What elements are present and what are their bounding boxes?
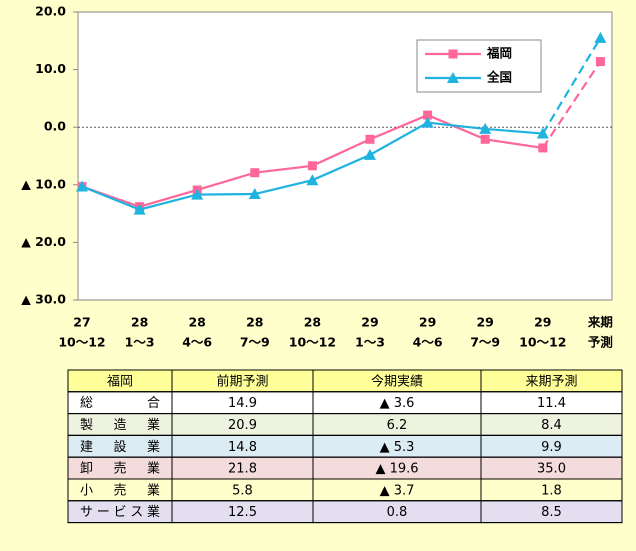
- table-text: 福岡: [107, 374, 133, 389]
- row-label: 建設業: [80, 439, 160, 455]
- x-tick-label: 29: [534, 315, 551, 330]
- table-text: 21.8: [228, 462, 257, 477]
- table-text: 来期予測: [525, 374, 577, 389]
- table-text: 1.8: [541, 483, 562, 498]
- legend-box: [416, 39, 542, 93]
- row-label: サービス業: [80, 504, 160, 520]
- series-marker: [595, 57, 605, 67]
- series-marker: [76, 180, 88, 192]
- table-text: ▲ 5.3: [380, 440, 415, 455]
- row-label: 小売業: [80, 482, 160, 498]
- x-tick-label: 28: [131, 315, 148, 330]
- x-tick-label: 28: [304, 315, 321, 330]
- table-text: 今期実績: [371, 373, 423, 389]
- legend-label: 福岡: [486, 46, 512, 61]
- table-text: 前期予測: [216, 373, 268, 389]
- series-marker: [594, 31, 607, 43]
- series-marker: [307, 161, 317, 171]
- x-tick-label: 4〜6: [182, 335, 212, 350]
- table-text: 20.9: [228, 418, 257, 433]
- series-marker: [191, 188, 204, 200]
- y-tick-label: ▲ 30.0: [21, 292, 66, 307]
- table-text: ▲ 3.7: [380, 483, 415, 498]
- x-tick-label: 10〜12: [58, 335, 105, 350]
- x-tick-label: 予測: [588, 335, 613, 350]
- y-tick-label: 20.0: [35, 4, 66, 19]
- series-line: [541, 37, 602, 135]
- x-tick-label: 7〜9: [470, 335, 500, 350]
- series-marker: [536, 127, 549, 139]
- y-tick-label: ▲ 10.0: [21, 176, 66, 191]
- series-marker: [423, 110, 433, 120]
- series-marker: [306, 174, 319, 186]
- table-text: 14.9: [228, 396, 257, 411]
- y-tick-label: 0.0: [44, 119, 66, 134]
- table-text: 8.4: [541, 418, 562, 433]
- legend-marker: [447, 72, 459, 83]
- table-text: 35.0: [537, 462, 566, 477]
- series-marker: [365, 134, 375, 144]
- y-tick-label: ▲ 20.0: [21, 234, 66, 249]
- x-tick-label: 1〜3: [355, 335, 385, 350]
- series-marker: [133, 203, 146, 215]
- table-text: 0.8: [387, 505, 408, 520]
- table-text: 14.8: [228, 440, 257, 455]
- x-tick-label: 29: [476, 315, 493, 330]
- table-text: 5.8: [232, 483, 253, 498]
- x-tick-label: 27: [73, 315, 90, 330]
- table-text: 11.4: [537, 396, 566, 411]
- row-label: 製造業: [80, 417, 160, 433]
- x-tick-label: 1〜3: [125, 335, 155, 350]
- table-text: 12.5: [228, 505, 257, 520]
- table-text: 9.9: [541, 440, 562, 455]
- x-tick-label: 4〜6: [413, 335, 443, 350]
- series-marker: [421, 116, 434, 128]
- x-tick-label: 10〜12: [519, 335, 566, 350]
- series-marker: [250, 168, 260, 178]
- series-marker: [538, 143, 548, 153]
- x-tick-label: 来期: [587, 315, 613, 330]
- table-text: ▲ 3.6: [380, 396, 415, 411]
- x-tick-label: 29: [419, 315, 436, 330]
- series-marker: [364, 148, 376, 160]
- x-tick-label: 10〜12: [289, 335, 336, 350]
- legend-marker: [448, 49, 458, 59]
- table-text: ▲ 19.6: [375, 462, 418, 477]
- x-tick-label: 28: [188, 315, 205, 330]
- table-text: 8.5: [541, 505, 562, 520]
- x-tick-label: 7〜9: [240, 335, 270, 350]
- row-label: 卸売業: [80, 461, 160, 477]
- x-tick-label: 28: [246, 315, 263, 330]
- legend-label: 全国: [486, 70, 512, 85]
- table-text: 6.2: [387, 418, 408, 433]
- x-tick-label: 29: [361, 315, 378, 330]
- table-cell: [480, 500, 623, 524]
- series-marker: [480, 134, 490, 144]
- series-marker: [248, 188, 261, 200]
- series-marker: [479, 122, 492, 134]
- series-line: [541, 60, 602, 149]
- y-tick-label: 10.0: [35, 61, 66, 76]
